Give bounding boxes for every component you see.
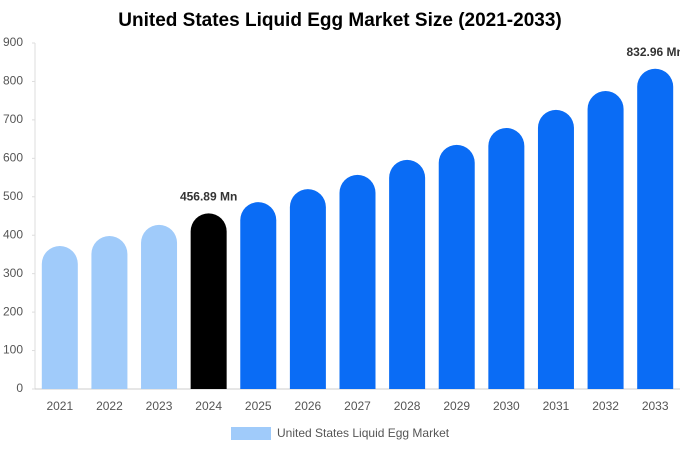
bar — [141, 224, 178, 389]
bar — [488, 127, 525, 389]
bar — [240, 202, 277, 389]
y-tick-label: 500 — [3, 189, 23, 203]
x-tick-label: 2025 — [245, 399, 272, 413]
y-tick-label: 600 — [3, 151, 23, 165]
x-tick-label: 2023 — [146, 399, 173, 413]
x-tick-label: 2027 — [344, 399, 371, 413]
legend-label: United States Liquid Egg Market — [277, 426, 450, 440]
y-tick-label: 700 — [3, 112, 23, 126]
x-tick-label: 2030 — [493, 399, 520, 413]
value-label: 456.89 Mn — [180, 190, 237, 204]
bar — [637, 68, 674, 389]
bar — [389, 159, 426, 389]
x-tick-label: 2026 — [295, 399, 322, 413]
x-tick-label: 2032 — [592, 399, 619, 413]
bar — [438, 144, 475, 389]
bar — [289, 189, 326, 389]
x-tick-label: 2029 — [443, 399, 470, 413]
y-tick-label: 0 — [16, 381, 23, 395]
y-tick-label: 100 — [3, 343, 23, 357]
y-tick-label: 300 — [3, 266, 23, 280]
y-tick-label: 900 — [3, 35, 23, 49]
chart-title: United States Liquid Egg Market Size (20… — [118, 10, 561, 31]
x-tick-label: 2024 — [195, 399, 222, 413]
y-tick-label: 800 — [3, 74, 23, 88]
x-tick-label: 2031 — [543, 399, 570, 413]
y-tick-label: 200 — [3, 304, 23, 318]
x-tick-label: 2033 — [642, 399, 669, 413]
bar — [587, 91, 624, 390]
y-tick-label: 400 — [3, 227, 23, 241]
bar — [190, 213, 227, 389]
x-tick-label: 2021 — [46, 399, 73, 413]
value-label: 832.96 Mn — [627, 45, 680, 59]
x-tick-label: 2022 — [96, 399, 123, 413]
legend-swatch — [231, 427, 271, 440]
bar — [339, 174, 376, 389]
x-tick-label: 2028 — [394, 399, 421, 413]
bar — [41, 245, 78, 389]
bar — [537, 109, 574, 389]
bar — [91, 235, 128, 389]
